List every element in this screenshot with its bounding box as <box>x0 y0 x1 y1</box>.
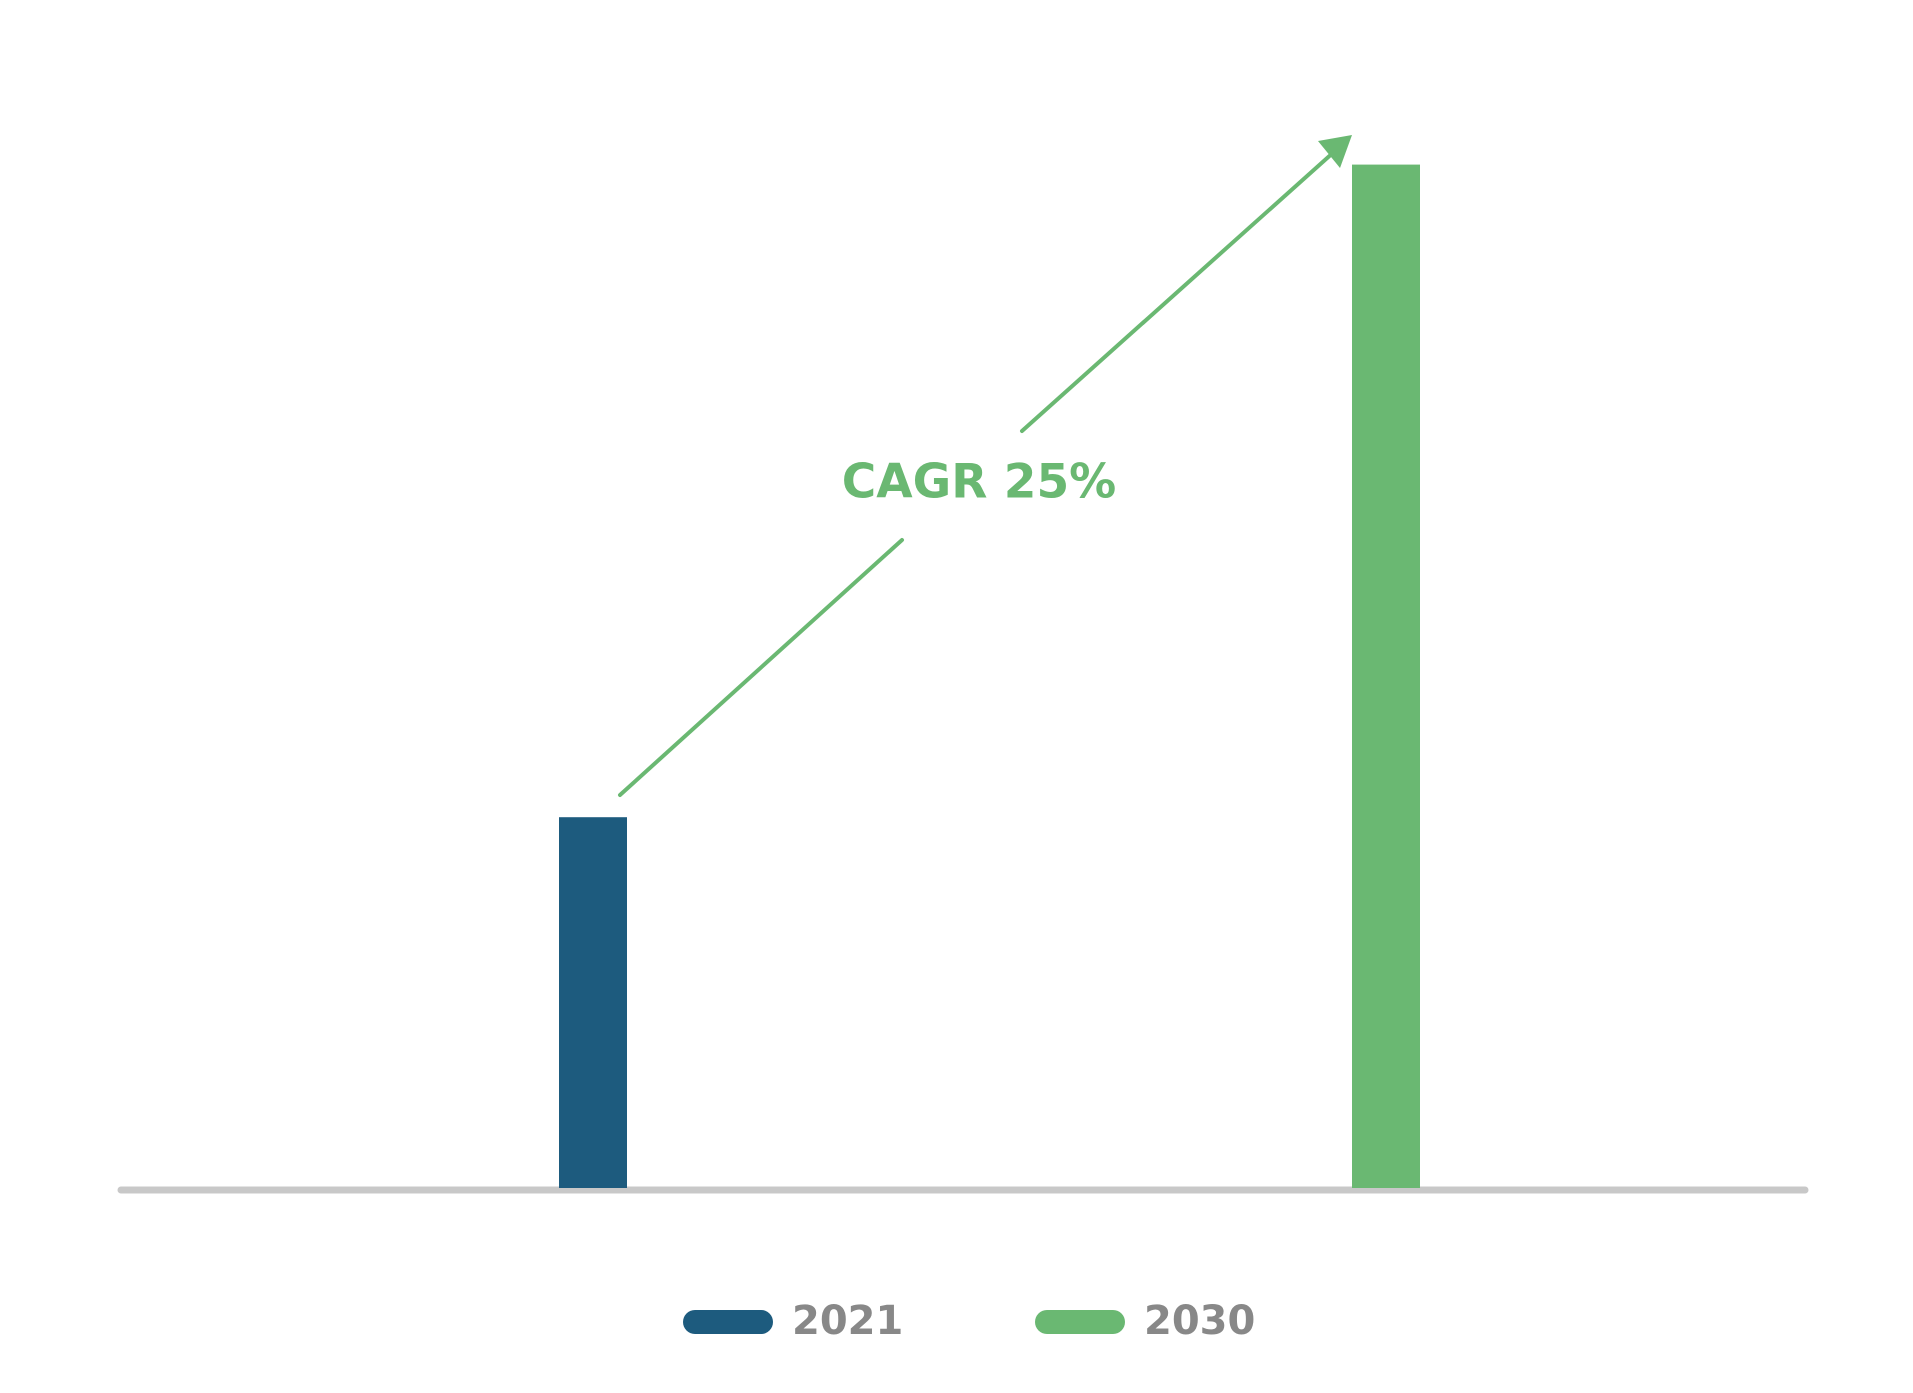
legend-label: 2030 <box>1144 1298 1255 1344</box>
cagr-label: CAGR 25% <box>842 455 1117 510</box>
arrow-segment <box>1020 149 1337 433</box>
cagr-arrow <box>618 149 1337 797</box>
bar <box>1352 164 1420 1189</box>
legend-label: 2021 <box>792 1298 903 1344</box>
legend-swatch <box>683 1310 773 1334</box>
bar <box>559 817 627 1188</box>
arrow-segment <box>618 538 904 797</box>
legend-swatch <box>1035 1310 1125 1334</box>
arrow-head <box>1318 135 1352 168</box>
